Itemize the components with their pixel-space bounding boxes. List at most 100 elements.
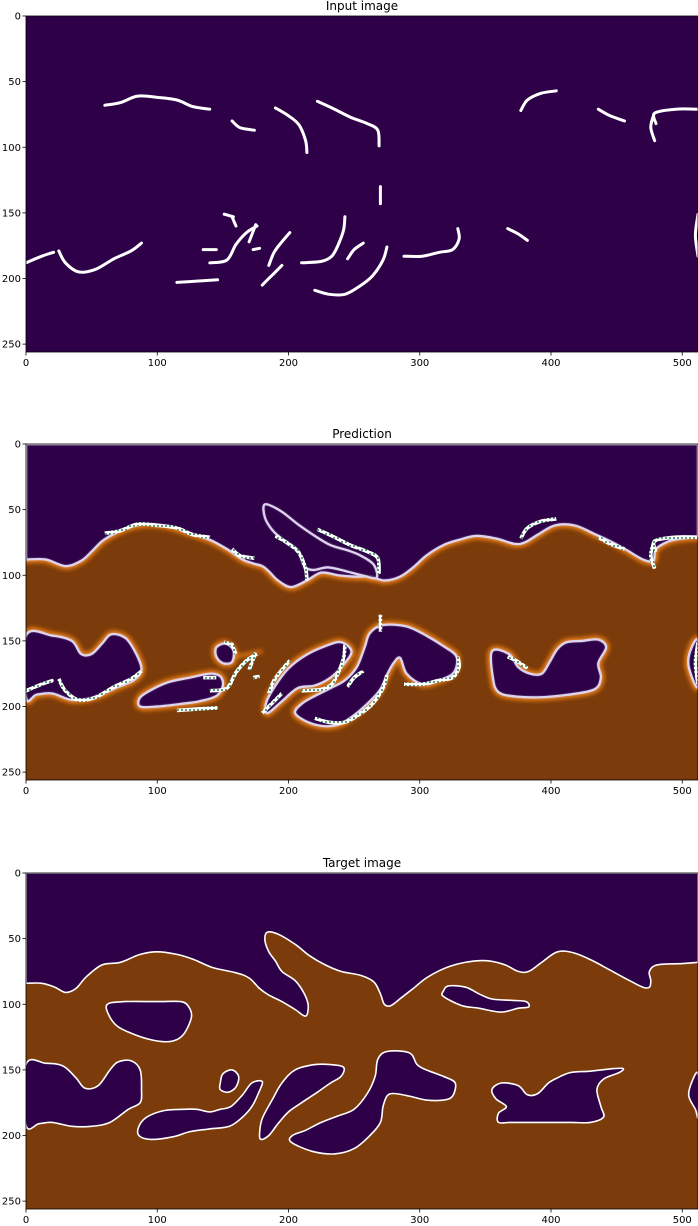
stroke-marker	[267, 659, 292, 695]
stroke-marker	[230, 547, 255, 560]
input-stroke	[402, 227, 461, 258]
input-stroke	[175, 278, 220, 284]
x-tick-label: 300	[410, 358, 429, 369]
input-stroke	[506, 227, 529, 242]
stroke-marker	[230, 644, 238, 655]
y-tick-label: 200	[2, 1131, 21, 1142]
input-stroke	[260, 263, 284, 287]
plot-area-target	[26, 873, 698, 1209]
x-tick-label: 0	[23, 358, 29, 369]
input-stroke	[247, 223, 258, 244]
axes-frame-input	[25, 15, 698, 353]
input-stroke	[315, 99, 381, 148]
x-tick-label: 500	[673, 358, 692, 369]
input-stroke	[57, 241, 143, 274]
input-stroke	[519, 89, 558, 112]
y-tick-label: 0	[15, 440, 21, 451]
stroke-marker	[26, 678, 55, 693]
input-stroke	[230, 215, 238, 228]
foreground-blob	[490, 1067, 625, 1124]
y-tick-label: 50	[8, 77, 21, 88]
panel-input: Input image 0 100 200 300 400 500 0 50 100 150 200…	[2, 0, 698, 369]
input-stroke	[651, 107, 698, 126]
y-tick-label: 250	[2, 1197, 21, 1208]
input-stroke	[313, 245, 389, 297]
stroke-marker	[693, 641, 698, 685]
foreground-blob	[105, 1000, 193, 1043]
input-stroke	[230, 119, 256, 132]
halo-edge	[136, 672, 225, 709]
y-tick-label: 100	[2, 143, 21, 154]
stroke-marker	[403, 656, 462, 687]
panel-target: Target image 0 100 200 300 400 500 0 50 100 150 20…	[2, 856, 698, 1226]
stroke-marker	[104, 522, 211, 539]
panel-title-prediction: Prediction	[332, 427, 392, 441]
x-tick-label: 500	[673, 786, 692, 797]
ticks-target: 0 100 200 300 400 500 0 50 100 150 200 250	[2, 869, 692, 1226]
foreground-blob	[288, 1050, 457, 1155]
halo-edge	[686, 638, 698, 689]
ticks-input: 0 100 200 300 400 500 0 50 100 150 200 250	[2, 12, 692, 370]
stroke-marker	[314, 674, 389, 725]
input-stroke	[267, 231, 292, 267]
stroke-marker	[346, 669, 365, 688]
input-stroke	[26, 250, 56, 265]
stroke-marker	[176, 706, 218, 713]
x-tick-label: 0	[23, 786, 29, 797]
stroke-marker	[274, 534, 309, 581]
plot-area-input	[26, 16, 698, 352]
x-tick-label: 100	[148, 358, 167, 369]
y-tick-label: 100	[2, 1000, 21, 1011]
panel-title-target: Target image	[322, 856, 401, 870]
y-tick-label: 50	[8, 934, 21, 945]
halo-edge	[293, 623, 459, 728]
y-tick-label: 150	[2, 636, 21, 647]
stroke-marker	[247, 652, 258, 671]
stroke-marker	[260, 692, 284, 715]
stroke-marker	[506, 654, 529, 670]
stroke-marker	[301, 644, 347, 693]
x-tick-label: 400	[541, 786, 560, 797]
input-stroke	[103, 94, 212, 111]
axes-frame-target	[25, 872, 698, 1210]
stroke-marker	[519, 517, 557, 540]
glow-thin	[235, 649, 263, 659]
input-stroke	[346, 241, 365, 261]
panel-title-input: Input image	[326, 0, 398, 13]
y-tick-label: 250	[2, 340, 21, 351]
halo-edge	[489, 638, 608, 699]
axes-frame-prediction	[25, 443, 698, 781]
x-tick-label: 400	[541, 1215, 560, 1226]
y-tick-label: 250	[2, 768, 21, 779]
y-tick-label: 0	[15, 869, 21, 880]
halo-edge	[264, 640, 353, 715]
x-tick-label: 200	[279, 1215, 298, 1226]
y-tick-label: 100	[2, 571, 21, 582]
x-tick-label: 300	[410, 1215, 429, 1226]
stroke-marker	[651, 535, 698, 553]
x-tick-label: 200	[279, 358, 298, 369]
x-tick-label: 300	[410, 786, 429, 797]
panel-prediction: Prediction 0 100 200 300 400 500 0 50 100 150 200 2…	[2, 427, 698, 797]
ticks-prediction: 0 100 200 300 400 500 0 50 100 150 200 250	[2, 440, 692, 798]
input-stroke	[251, 246, 262, 252]
y-tick-label: 150	[2, 208, 21, 219]
foreground-blob	[258, 1063, 346, 1141]
foreground-blob	[26, 1058, 143, 1130]
input-stroke	[596, 107, 626, 123]
y-tick-label: 150	[2, 1065, 21, 1076]
y-tick-label: 200	[2, 702, 21, 713]
halo-edge	[26, 629, 143, 703]
input-stroke	[693, 212, 698, 258]
foreground-region	[26, 873, 698, 1017]
stroke-marker	[316, 527, 381, 575]
y-tick-label: 0	[15, 12, 21, 23]
input-background	[26, 16, 698, 352]
x-tick-label: 100	[148, 1215, 167, 1226]
stroke-marker	[209, 652, 258, 693]
foreground-blob	[441, 984, 531, 1013]
stroke-marker	[597, 535, 626, 551]
x-tick-label: 500	[673, 1215, 692, 1226]
input-stroke	[208, 224, 259, 265]
